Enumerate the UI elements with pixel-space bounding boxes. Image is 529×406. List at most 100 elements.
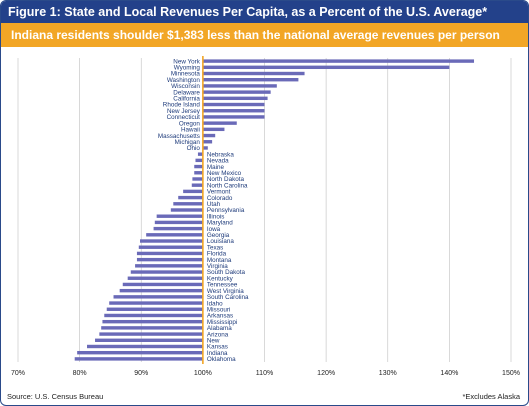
state-label: California	[173, 96, 200, 103]
state-label: Nevada	[207, 158, 229, 165]
state-label: Iowa	[207, 226, 221, 233]
bar-michigan	[202, 140, 213, 144]
bar-alabama	[101, 326, 203, 330]
bar-ohio	[202, 146, 208, 150]
bar-wisconsin	[202, 84, 277, 88]
bar-new-mexico	[194, 171, 203, 175]
bar-kentucky	[127, 276, 203, 280]
bar-california	[202, 96, 268, 101]
bar-south-carolina	[113, 295, 203, 299]
state-label: Utah	[207, 201, 221, 208]
x-tick-label: 150%	[502, 370, 520, 377]
bar-mississippi	[102, 319, 203, 324]
state-label: Wisconsin	[171, 83, 200, 90]
state-label: Connecticut	[167, 114, 201, 121]
bar-arkansas	[104, 313, 203, 318]
bar-nebraska	[197, 152, 203, 156]
state-label: North Carolina	[207, 182, 248, 189]
state-label: Delaware	[173, 89, 200, 96]
bar-idaho	[109, 301, 203, 305]
x-tick-label: 80%	[73, 370, 87, 377]
state-label: Hawaii	[181, 127, 200, 134]
bar-vermont	[183, 189, 203, 194]
x-tick-label: 110%	[256, 370, 273, 377]
state-label: Illinois	[207, 213, 225, 220]
bar-utah	[173, 202, 203, 206]
bar-indiana	[77, 350, 203, 355]
state-label: New Jersey	[167, 108, 201, 115]
state-label: Kansas	[207, 344, 228, 351]
footnote: *Excludes Alaska	[462, 392, 520, 401]
bar-hawaii	[202, 127, 225, 132]
bar-florida	[136, 251, 203, 256]
state-label: Maryland	[207, 220, 233, 227]
state-label: Virginia	[207, 263, 228, 270]
state-label: Kentucky	[207, 275, 234, 282]
bar-texas	[138, 245, 203, 249]
bar-arizona	[99, 332, 203, 336]
state-label: Mississippi	[207, 319, 237, 326]
bar-kansas	[87, 344, 203, 349]
bar-north-dakota	[192, 177, 203, 181]
state-label: Maine	[207, 164, 225, 171]
bar-montana	[136, 257, 203, 262]
bar-new	[95, 338, 203, 342]
bar-rhode-island	[202, 102, 265, 107]
bar-pennsylvania	[170, 208, 203, 212]
state-label: Oregon	[179, 120, 201, 127]
x-tick-label: 70%	[11, 370, 25, 377]
state-label: Alabama	[207, 325, 232, 332]
bar-illinois	[156, 214, 203, 218]
bar-louisiana	[140, 239, 203, 243]
state-label: Ohio	[187, 145, 201, 152]
bar-nevada	[195, 158, 203, 163]
bar-virginia	[135, 264, 203, 268]
x-tick-label: 130%	[379, 370, 397, 377]
x-tick-label: 100%	[194, 370, 212, 377]
bar-new-york	[202, 59, 475, 63]
state-label: Idaho	[207, 300, 223, 307]
bar-georgia	[146, 233, 203, 237]
state-label: Rhode Island	[163, 102, 201, 109]
state-label: New York	[173, 58, 200, 65]
bar-wyoming	[202, 65, 450, 70]
state-label: South Dakota	[207, 269, 246, 276]
state-label: New	[207, 337, 220, 344]
bar-oregon	[202, 121, 237, 125]
bar-new-jersey	[202, 109, 265, 113]
state-label: Georgia	[207, 232, 230, 239]
bar-west-virginia	[119, 288, 203, 293]
state-label: Arkansas	[207, 313, 233, 320]
state-label: Montana	[207, 257, 232, 264]
x-tick-label: 120%	[317, 370, 335, 377]
bar-colorado	[178, 195, 203, 200]
bar-maine	[194, 164, 203, 169]
state-label: Indiana	[207, 350, 228, 357]
state-label: Louisiana	[207, 238, 234, 245]
state-label: Washington	[167, 77, 201, 84]
bar-missouri	[106, 307, 203, 311]
state-label: Oklahoma	[207, 356, 236, 363]
bar-washington	[202, 78, 299, 82]
bar-iowa	[153, 226, 203, 231]
state-label: Massachusetts	[158, 133, 200, 140]
bar-minnesota	[202, 71, 305, 76]
figure-subtitle: Indiana residents shoulder $1,383 less t…	[1, 23, 528, 47]
state-label: Pennsylvania	[207, 207, 245, 214]
state-label: Michigan	[175, 139, 201, 146]
state-label: Tennessee	[207, 282, 238, 289]
bar-maryland	[154, 220, 203, 225]
state-label: Arizona	[207, 331, 229, 338]
bar-south-dakota	[130, 270, 203, 274]
bar-delaware	[202, 90, 271, 94]
state-label: New Mexico	[207, 170, 242, 177]
x-tick-label: 90%	[134, 370, 148, 377]
x-tick-label: 140%	[440, 370, 458, 377]
state-label: Vermont	[207, 189, 231, 196]
state-label: Minnesota	[171, 71, 201, 78]
state-label: Florida	[207, 251, 227, 258]
state-label: Nebraska	[207, 151, 234, 158]
bar-connecticut	[202, 115, 265, 119]
